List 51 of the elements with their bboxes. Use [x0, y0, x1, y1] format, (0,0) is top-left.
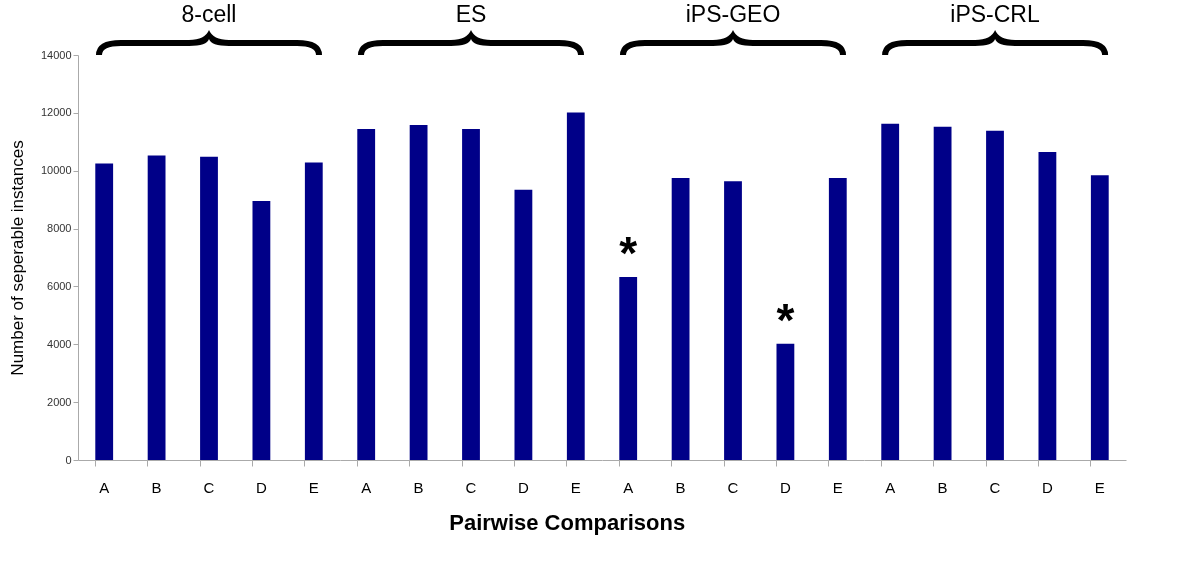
chart-title: ES — [455, 1, 487, 27]
annotation: * — [619, 226, 638, 279]
bar — [462, 129, 480, 460]
bar — [776, 343, 795, 460]
x-tick-label: A — [99, 478, 110, 496]
x-tick-label: A — [361, 478, 372, 496]
bar — [409, 125, 428, 460]
y-tick-label: 14000 — [40, 48, 72, 61]
bar — [828, 177, 847, 460]
bar — [1038, 151, 1057, 460]
chart-title: 8-cell — [181, 1, 237, 27]
x-tick-label: E — [570, 478, 581, 496]
bar — [566, 112, 585, 460]
x-tick-label: A — [885, 478, 896, 496]
x-tick-label: B — [937, 478, 948, 496]
chart-title: iPS-CRL — [950, 1, 1040, 27]
bar — [1090, 175, 1109, 460]
bar — [881, 123, 900, 460]
y-tick-label: 0 — [65, 453, 72, 466]
bar — [933, 126, 952, 460]
y-tick-label: 10000 — [40, 164, 72, 177]
y-tick-label: 12000 — [40, 106, 72, 119]
x-tick-label: C — [727, 478, 739, 496]
y-axis-title: Number of seperable instances — [7, 140, 27, 376]
bar — [671, 177, 690, 460]
bar — [724, 181, 742, 460]
y-tick-label: 6000 — [47, 279, 72, 292]
chart-title: iPS-GEO — [685, 1, 781, 27]
bar — [357, 129, 376, 460]
x-tick-label: D — [1041, 478, 1053, 496]
y-tick-label: 8000 — [47, 222, 72, 235]
annotation: * — [776, 293, 795, 346]
x-tick-label: B — [413, 478, 424, 496]
x-tick-label: B — [675, 478, 686, 496]
bar — [986, 130, 1004, 460]
x-tick-label: C — [465, 478, 477, 496]
x-tick-label: B — [151, 478, 162, 496]
x-tick-label: D — [779, 478, 791, 496]
y-tick-label: 2000 — [47, 395, 72, 408]
x-axis-title: Pairwise Comparisons — [449, 510, 686, 535]
x-tick-label: D — [517, 478, 529, 496]
y-tick-label: 4000 — [47, 337, 72, 350]
x-tick-label: E — [832, 478, 843, 496]
x-tick-label: C — [989, 478, 1001, 496]
x-tick-label: A — [623, 478, 634, 496]
x-tick-label: C — [203, 478, 215, 496]
x-tick-label: D — [255, 478, 267, 496]
bar — [514, 189, 533, 460]
bar — [619, 276, 638, 460]
x-tick-label: E — [308, 478, 319, 496]
x-tick-label: E — [1094, 478, 1105, 496]
